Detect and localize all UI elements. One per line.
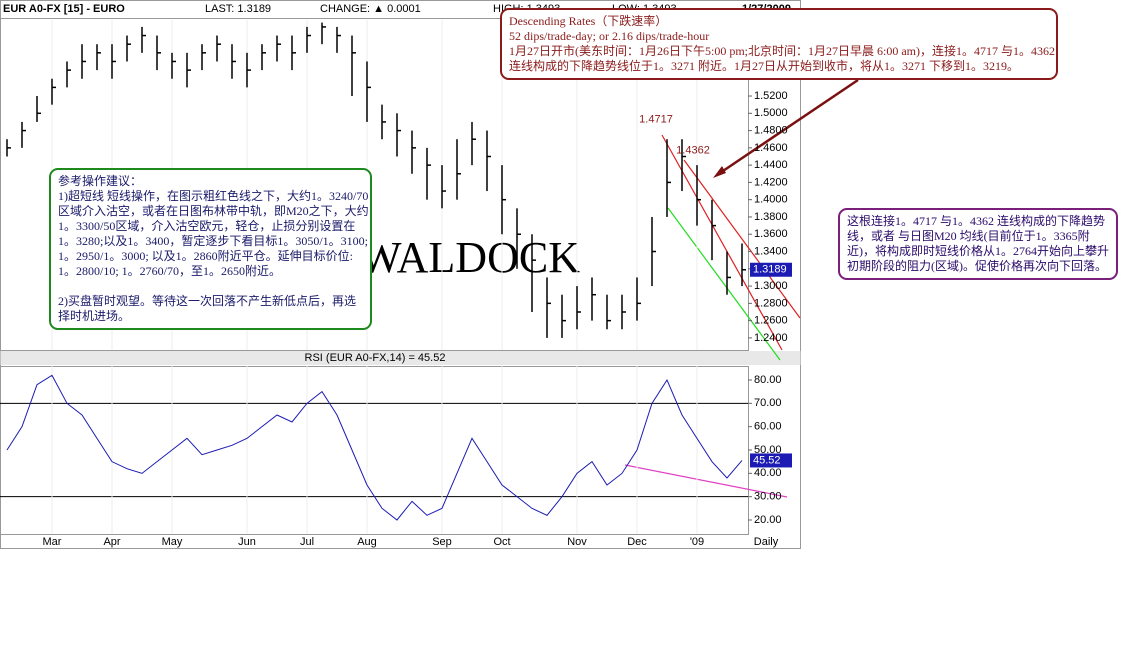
arrow-head xyxy=(713,166,726,178)
y-tick-label: 1.5200 xyxy=(754,90,788,102)
y-tick-label: 60.00 xyxy=(754,421,782,433)
y-tick-label: 1.2600 xyxy=(754,315,788,327)
y-tick-label: 30.00 xyxy=(754,491,782,503)
change: CHANGE: ▲ 0.0001 xyxy=(320,3,421,15)
last-value-box xyxy=(750,453,792,468)
peak-label: 1.4362 xyxy=(676,144,710,156)
rsi-title-bar xyxy=(0,351,801,365)
symbol: EUR A0-FX [15] - EURO xyxy=(3,3,125,15)
note-line: 1。2800/10; 1。2760/70，至1。2650附近。 xyxy=(58,264,282,278)
note-line: 1)超短线 短线操作，在图示粗红色线之下，大约1。3240/70 xyxy=(58,189,369,203)
rsi-divergence-line xyxy=(624,464,788,498)
spacer xyxy=(58,279,363,294)
y-tick-label: 1.3600 xyxy=(754,228,788,240)
note-line: 连线构成的下降趋势线位于1。3271 附近。1月27日从开始到收市，将从1。32… xyxy=(509,59,1020,73)
note-line: 择时机进场。 xyxy=(58,309,131,323)
note-top: Descending Rates（下跌速率） 52 dips/trade-day;… xyxy=(500,8,1058,80)
x-tick-label: Oct xyxy=(493,536,510,548)
x-tick-label: Mar xyxy=(43,536,62,548)
x-tick-label: '09 xyxy=(690,536,704,548)
note-line: 参考操作建议： xyxy=(58,174,143,188)
x-tick-label: Dec xyxy=(627,536,647,548)
note-line: 线，或者 与日图M20 均线(目前位于1。3365附 xyxy=(847,229,1090,243)
note-line: 2)买盘暂时观望。等待这一次回落不产生新低点后，再选 xyxy=(58,294,356,308)
y-tick-label: 20.00 xyxy=(754,514,782,526)
y-tick-label: 40.00 xyxy=(754,467,782,479)
note-line: Descending Rates（下跌速率） xyxy=(509,14,668,28)
y-tick-label: 1.4000 xyxy=(754,194,788,206)
x-tick-label: Jul xyxy=(300,536,314,548)
y-tick-label: 80.00 xyxy=(754,374,782,386)
y-tick-label: 1.4400 xyxy=(754,159,788,171)
x-tick-label: Nov xyxy=(567,536,587,548)
note-line: 初期阶段的阻力(区域)。促使价格再次向下回落。 xyxy=(847,259,1107,273)
y-tick-label: 1.5000 xyxy=(754,107,788,119)
x-axis-label: Daily xyxy=(754,536,779,548)
y-tick-label: 1.4800 xyxy=(754,124,788,136)
y-tick-label: 70.00 xyxy=(754,397,782,409)
x-tick-label: Apr xyxy=(103,536,120,548)
note-line: 1。3300/50区域，介入沽空欧元，轻仓，止损分别设置在 xyxy=(58,219,356,233)
rsi-line xyxy=(6,374,743,521)
pointer-arrow xyxy=(716,78,859,177)
note-line: 1。2950/1。3000; 以及1。2860附近平仓。延伸目标价位: xyxy=(58,249,354,263)
y-tick-label: 1.3000 xyxy=(754,280,788,292)
watermark: WALDOCK xyxy=(360,233,580,282)
y-tick-label: 1.2400 xyxy=(754,332,788,344)
note-line: 1月27日开市(美东时间：1月26日下午5:00 pm;北京时间：1月27日早晨… xyxy=(509,44,1055,58)
note-left: 参考操作建议： 1)超短线 短线操作，在图示粗红色线之下，大约1。3240/70 区… xyxy=(49,168,372,330)
y-tick-label: 1.3400 xyxy=(754,245,788,257)
y-tick-label: 1.3800 xyxy=(754,211,788,223)
note-line: 1。3280;以及1。3400，暂定逐步下看目标1。3050/1。3100; xyxy=(58,234,369,248)
last-price-label: 1.3189 xyxy=(753,264,787,276)
peak-label: 1.4717 xyxy=(639,114,673,126)
note-line: 这根连接1。4717 与1。4362 连线构成的下降趋势 xyxy=(847,214,1106,228)
last-price-box xyxy=(750,262,792,277)
note-right: 这根连接1。4717 与1。4362 连线构成的下降趋势 线，或者 与日图M20 … xyxy=(838,208,1118,280)
x-tick-label: May xyxy=(162,536,183,548)
y-tick-label: 1.4200 xyxy=(754,176,788,188)
x-tick-label: Sep xyxy=(432,536,452,548)
x-tick-label: Jun xyxy=(238,536,256,548)
trend-line xyxy=(683,159,801,319)
y-tick-label: 1.4600 xyxy=(754,142,788,154)
note-line: 区域介入沽空，或者在日图布林带中轨，即M20之下，大约 xyxy=(58,204,369,218)
x-tick-label: Aug xyxy=(357,536,377,548)
y-tick-label: 1.2800 xyxy=(754,297,788,309)
note-line: 52 dips/trade-day; or 2.16 dips/trade-ho… xyxy=(509,29,710,43)
last: LAST: 1.3189 xyxy=(205,3,271,15)
note-line: 近)，将构成即时短线价格从1。2764开始向上攀升 xyxy=(847,244,1109,258)
price-panel xyxy=(0,18,749,351)
last-value-label: 45.52 xyxy=(753,454,781,466)
rsi-title: RSI (EUR A0-FX,14) = 45.52 xyxy=(305,352,446,364)
support-line xyxy=(667,207,781,361)
y-tick-label: 50.00 xyxy=(754,444,782,456)
